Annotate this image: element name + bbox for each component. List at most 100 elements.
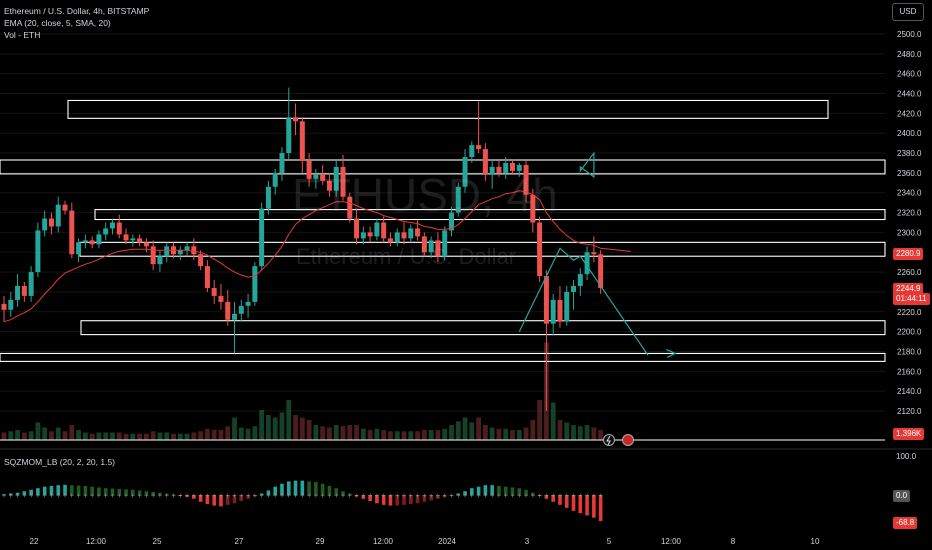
squeeze-dot: +	[191, 493, 196, 500]
volume-bar	[462, 417, 468, 440]
momentum-bar	[239, 495, 244, 502]
squeeze-dot: +	[76, 493, 81, 500]
momentum-bar	[280, 483, 284, 495]
candle-body	[8, 299, 14, 310]
y-tick-label: 2160.0	[897, 367, 922, 376]
squeeze-dot: +	[585, 493, 590, 500]
momentum-bar	[151, 491, 155, 495]
candle-body	[15, 285, 21, 300]
squeeze-dot: +	[388, 493, 393, 500]
momentum-bar	[347, 493, 352, 495]
squeeze-dot: +	[483, 493, 488, 500]
candle-body	[21, 285, 27, 296]
candle-body	[198, 254, 204, 267]
momentum-bar	[537, 495, 542, 496]
candle-body	[55, 204, 61, 227]
squeeze-dot: +	[408, 493, 413, 500]
zone-rectangle	[80, 320, 886, 336]
candle-body	[387, 238, 393, 243]
squeeze-dot: +	[429, 493, 434, 500]
momentum-bar	[49, 485, 54, 495]
candle-body	[82, 240, 88, 243]
zone-rectangle	[0, 159, 886, 175]
candle-body	[401, 232, 407, 239]
squeeze-dot: +	[157, 493, 162, 500]
candle-body	[299, 121, 305, 161]
squeeze-dot: +	[374, 493, 379, 500]
volume-bar	[381, 430, 387, 440]
candle-body	[571, 285, 577, 292]
candle-body	[69, 210, 75, 255]
candle-body	[109, 222, 115, 229]
volume-bar	[347, 425, 353, 440]
squeeze-dot: +	[469, 493, 474, 500]
squeeze-dot: +	[8, 493, 13, 500]
momentum-bar	[185, 495, 189, 497]
momentum-bar	[83, 485, 88, 495]
squeeze-dot: +	[124, 493, 129, 500]
currency-button[interactable]: USD	[892, 3, 924, 21]
momentum-bar	[70, 485, 74, 495]
squeeze-dot: +	[517, 493, 522, 500]
volume-bar	[238, 427, 244, 440]
squeeze-dot: +	[273, 493, 278, 500]
momentum-bar	[578, 495, 583, 514]
candle-body	[428, 240, 434, 253]
volume-bar	[340, 426, 346, 440]
squeeze-dot: +	[551, 493, 556, 500]
squeeze-dot: +	[307, 493, 312, 500]
volume-bar	[245, 428, 251, 440]
momentum-bar	[22, 491, 27, 495]
squeeze-dot: +	[354, 493, 359, 500]
ema-legend[interactable]: EMA (20, close, 5, SMA, 20)	[4, 18, 111, 28]
candle-body	[265, 186, 271, 209]
candle-body	[354, 218, 360, 239]
volume-bar	[367, 430, 373, 440]
y-tick-label: 2140.0	[897, 387, 922, 396]
squeeze-dot: +	[578, 493, 583, 500]
volume-bar	[116, 432, 122, 440]
momentum-bar	[476, 486, 481, 495]
momentum-bar	[15, 492, 20, 495]
candle-body	[591, 252, 597, 255]
momentum-bar	[307, 481, 311, 495]
candle-body	[164, 246, 170, 257]
candle-body	[360, 232, 366, 239]
squeeze-dot: +	[103, 493, 108, 500]
y-tick-label: 2220.0	[897, 308, 922, 317]
squeeze-dot: +	[15, 493, 20, 500]
volume-bar	[489, 427, 495, 440]
volume-legend[interactable]: Vol - ETH	[4, 30, 41, 40]
volume-bar	[320, 426, 326, 440]
momentum-bar	[456, 493, 461, 495]
momentum-bar	[29, 489, 33, 495]
volume-bar	[442, 428, 448, 440]
volume-bar	[69, 425, 75, 440]
momentum-bar	[110, 488, 115, 495]
squeeze-dot: +	[591, 493, 596, 500]
y-tick-label: 2380.0	[897, 149, 922, 158]
volume-bar	[259, 410, 265, 440]
momentum-bar	[571, 495, 576, 511]
momentum-bar	[375, 495, 379, 504]
zone-rectangle	[0, 352, 886, 362]
candle-body	[191, 246, 197, 255]
volume-bar	[421, 430, 427, 440]
momentum-bar	[544, 495, 549, 499]
symbol-legend[interactable]: Ethereum / U.S. Dollar, 4h, BITSTAMP	[4, 6, 150, 16]
squeeze-dot: +	[435, 493, 440, 500]
indicator-legend[interactable]: SQZMOM_LB (20, 2, 20, 1.5)	[4, 457, 116, 467]
squeeze-dot: +	[117, 493, 122, 500]
volume-bar	[21, 432, 27, 440]
projection-line	[579, 151, 595, 179]
momentum-bar	[442, 495, 447, 498]
x-tick-label: 12:00	[661, 537, 682, 546]
momentum-bar	[368, 495, 372, 502]
volume-bar	[327, 427, 332, 440]
y-tick-label: 2260.0	[897, 268, 922, 277]
squeeze-dot: +	[340, 493, 345, 500]
squeeze-dot: +	[110, 493, 115, 500]
volume-bar	[137, 433, 142, 440]
candle-body	[35, 230, 41, 273]
